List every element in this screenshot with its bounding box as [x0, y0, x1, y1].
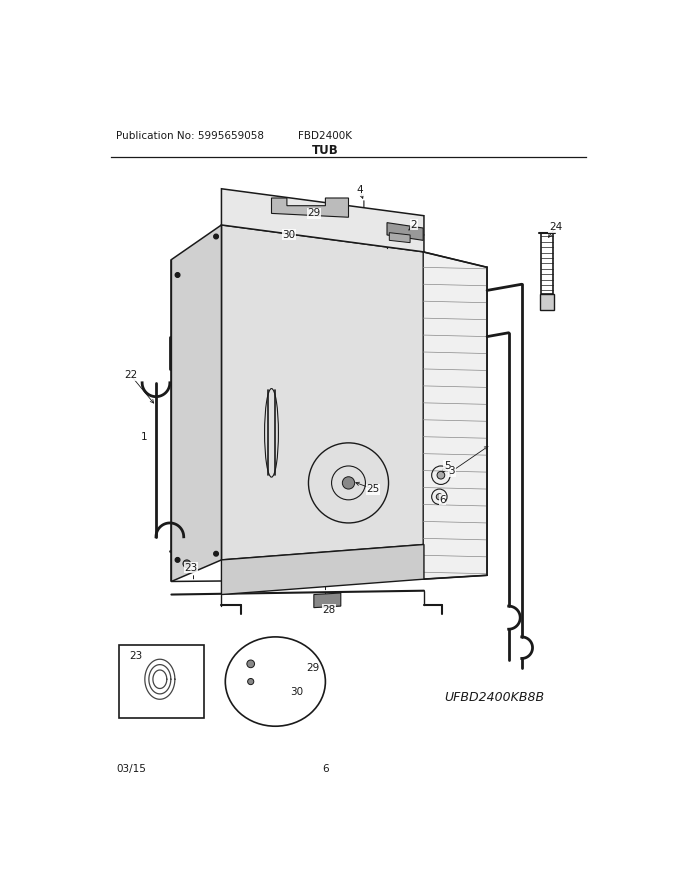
Text: 25: 25	[367, 484, 379, 494]
Text: 23: 23	[184, 562, 197, 573]
Text: 03/15: 03/15	[116, 764, 146, 774]
Polygon shape	[423, 252, 487, 579]
Circle shape	[247, 660, 254, 668]
Text: 5: 5	[444, 461, 450, 471]
Circle shape	[214, 234, 218, 238]
Text: 2: 2	[411, 220, 418, 230]
Text: 28: 28	[322, 605, 336, 615]
Text: 22: 22	[124, 370, 137, 380]
Polygon shape	[271, 198, 348, 217]
Polygon shape	[222, 225, 424, 560]
Text: 30: 30	[290, 687, 303, 697]
Text: 23: 23	[129, 651, 142, 661]
Text: 29: 29	[306, 663, 320, 672]
Circle shape	[183, 560, 190, 568]
Text: UFBD2400KB8B: UFBD2400KB8B	[445, 691, 545, 704]
Circle shape	[214, 552, 218, 556]
Polygon shape	[222, 188, 424, 252]
Text: 1: 1	[141, 432, 148, 442]
Circle shape	[437, 472, 445, 479]
Polygon shape	[171, 225, 222, 582]
Polygon shape	[314, 593, 341, 607]
Circle shape	[175, 558, 180, 562]
Polygon shape	[387, 223, 423, 240]
Circle shape	[248, 678, 254, 685]
Text: 3: 3	[448, 466, 455, 476]
Text: TUB: TUB	[312, 144, 339, 158]
Circle shape	[437, 494, 443, 500]
Text: FBD2400K: FBD2400K	[299, 131, 352, 141]
Text: 6: 6	[439, 495, 446, 505]
Polygon shape	[390, 232, 410, 243]
Polygon shape	[540, 294, 554, 310]
Text: 24: 24	[549, 223, 562, 232]
Text: 30: 30	[283, 230, 296, 240]
Text: 4: 4	[357, 186, 363, 195]
Circle shape	[342, 477, 355, 489]
Circle shape	[175, 273, 180, 277]
Text: 6: 6	[322, 764, 328, 774]
FancyBboxPatch shape	[119, 644, 204, 718]
Text: Publication No: 5995659058: Publication No: 5995659058	[116, 131, 264, 141]
Text: 29: 29	[307, 209, 320, 218]
Ellipse shape	[225, 637, 326, 726]
Polygon shape	[222, 545, 424, 595]
